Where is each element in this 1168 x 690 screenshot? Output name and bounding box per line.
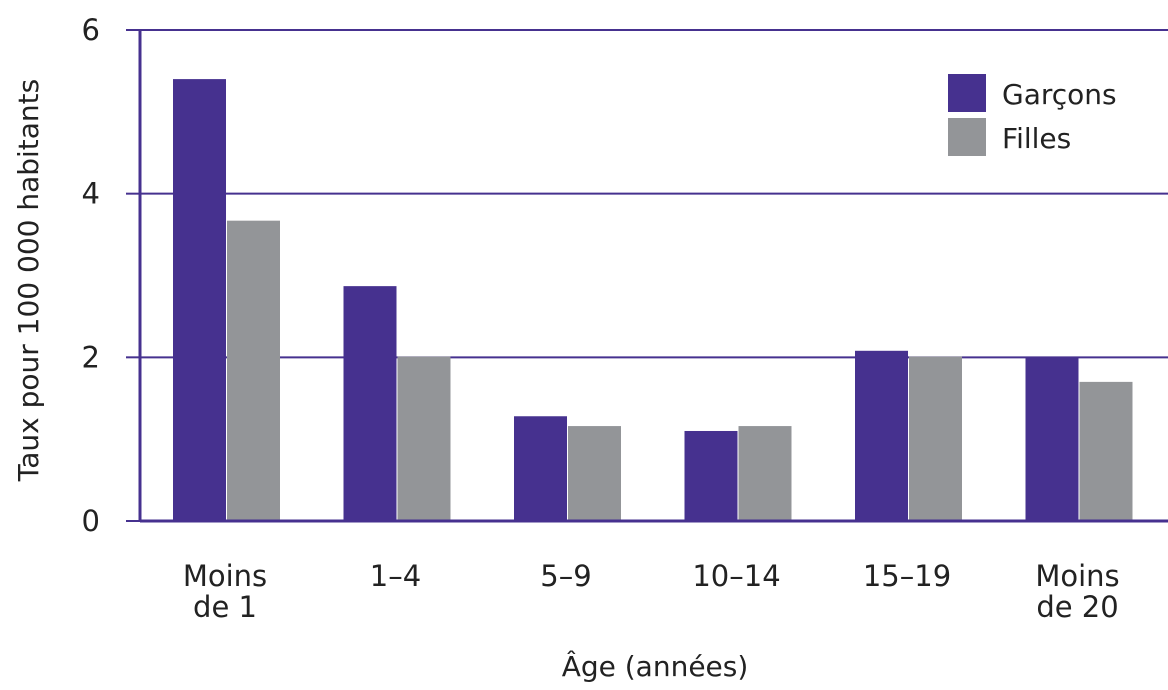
x-tick-label: 5–9 bbox=[540, 559, 591, 593]
legend: Garçons Filles bbox=[948, 74, 1117, 156]
bar-filles bbox=[909, 356, 962, 521]
y-tick-label: 4 bbox=[82, 177, 100, 211]
bar-filles bbox=[227, 220, 280, 521]
bar-filles bbox=[1079, 381, 1133, 521]
legend-swatch-garcons bbox=[948, 74, 986, 112]
bars bbox=[173, 79, 1133, 521]
bar-filles bbox=[738, 426, 792, 521]
x-tick-label: de 20 bbox=[1036, 590, 1118, 624]
x-tick-label: de 1 bbox=[193, 590, 257, 624]
bar-filles bbox=[568, 426, 621, 521]
y-tick-label: 0 bbox=[82, 504, 100, 538]
bar-garcons bbox=[684, 430, 738, 521]
x-tick-label: Moins bbox=[183, 559, 267, 593]
bar-garcons bbox=[514, 416, 567, 521]
x-axis-title: Âge (années) bbox=[562, 649, 749, 683]
x-tick-label: 15–19 bbox=[863, 559, 951, 593]
bar-filles bbox=[397, 356, 451, 521]
y-tick-label: 2 bbox=[82, 340, 100, 374]
bar-garcons bbox=[1025, 356, 1079, 521]
bar-garcons bbox=[173, 79, 226, 521]
gridlines bbox=[140, 29, 1168, 359]
x-tick-label: Moins bbox=[1035, 559, 1119, 593]
x-tick-label: 1–4 bbox=[370, 559, 421, 593]
bar-garcons bbox=[855, 350, 908, 521]
y-axis-title: Taux pour 100 000 habitants bbox=[12, 79, 45, 483]
legend-swatch-filles bbox=[948, 118, 986, 156]
x-tick-label: 10–14 bbox=[692, 559, 780, 593]
y-tick-label: 6 bbox=[82, 13, 100, 47]
axes bbox=[126, 29, 1168, 523]
bar-garcons bbox=[343, 286, 397, 521]
legend-label-garcons: Garçons bbox=[1002, 78, 1117, 111]
legend-label-filles: Filles bbox=[1002, 122, 1071, 155]
y-tick-labels: 0 2 4 6 bbox=[82, 13, 100, 538]
